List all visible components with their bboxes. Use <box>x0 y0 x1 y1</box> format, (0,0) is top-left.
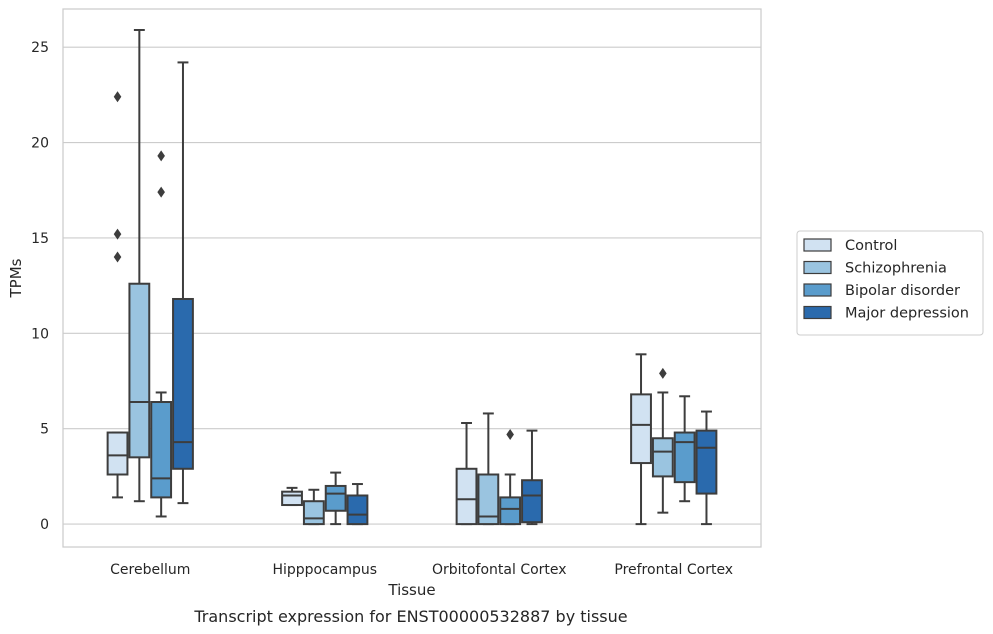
legend-swatch <box>803 305 832 320</box>
box-iqr <box>499 496 522 526</box>
box-1-3 <box>651 367 674 514</box>
box-iqr <box>150 401 173 499</box>
legend-label: Control <box>845 238 897 254</box>
box-iqr <box>695 429 718 495</box>
plot-area-frame <box>62 8 762 548</box>
x-tick-label: Orbitofontal Cortex <box>432 562 567 578</box>
box-iqr <box>521 479 543 524</box>
box-iqr <box>106 431 129 476</box>
box-0-2 <box>455 421 478 526</box>
y-tick-label: 25 <box>31 40 49 56</box>
box-iqr <box>302 500 325 526</box>
x-tick-label: Cerebellum <box>110 562 190 578</box>
y-tick-label: 20 <box>31 136 49 152</box>
legend-swatch <box>803 283 832 297</box>
box-0-0 <box>106 91 129 499</box>
legend-label: Major depression <box>845 306 969 322</box>
y-axis-title: TPMs <box>7 258 25 298</box>
box-iqr <box>128 282 151 459</box>
outlier-point <box>113 251 122 263</box>
box-series-layer <box>106 28 718 526</box>
box-iqr <box>346 494 369 526</box>
x-tick-label: Prefrontal Cortex <box>614 562 733 578</box>
legend-label: Schizophrenia <box>845 261 947 277</box>
box-2-3 <box>673 395 696 503</box>
box-1-2 <box>477 412 500 526</box>
box-2-0 <box>150 150 173 518</box>
x-tick-labels: Cerebellum Hipppocampus Orbitofontal Corte… <box>110 562 733 578</box>
box-2-2 <box>499 428 522 526</box>
box-3-0 <box>172 61 194 505</box>
outlier-point <box>659 367 667 379</box>
box-iqr <box>630 393 652 465</box>
box-iqr <box>651 437 674 478</box>
box-1-1 <box>302 488 325 526</box>
box-iqr <box>477 473 500 526</box>
outlier-point <box>157 186 165 198</box>
outlier-point <box>113 91 122 103</box>
legend: Control Schizophrenia Bipolar disorder Majo… <box>796 230 984 336</box>
box-iqr <box>324 484 347 512</box>
box-2-1 <box>324 471 347 526</box>
box-iqr <box>455 467 478 526</box>
y-tick-label: 10 <box>31 326 49 342</box>
x-axis-title: Tissue <box>387 581 435 599</box>
y-tick-label: 15 <box>31 231 49 247</box>
y-tick-label: 0 <box>40 517 49 533</box>
box-iqr <box>281 490 303 507</box>
y-tick-label: 5 <box>40 422 49 438</box>
legend-swatch <box>803 238 832 252</box>
legend-frame <box>796 230 984 336</box>
y-tick-labels: 0 5 10 15 20 25 <box>31 40 49 533</box>
outlier-point <box>506 428 514 440</box>
outlier-point <box>157 150 165 162</box>
box-1-0 <box>128 28 151 503</box>
x-tick-label: Hipppocampus <box>272 562 377 578</box>
outlier-point <box>113 228 122 240</box>
box-iqr <box>673 431 696 484</box>
box-iqr <box>172 297 194 470</box>
box-0-3 <box>630 353 652 526</box>
legend-swatch <box>803 260 832 275</box>
box-3-1 <box>346 483 369 526</box>
box-3-2 <box>521 429 543 526</box>
box-0-1 <box>281 486 303 507</box>
legend-label: Bipolar disorder <box>845 283 960 299</box>
box-3-3 <box>695 410 718 526</box>
chart-caption: Transcript expression for ENST0000053288… <box>193 607 627 626</box>
